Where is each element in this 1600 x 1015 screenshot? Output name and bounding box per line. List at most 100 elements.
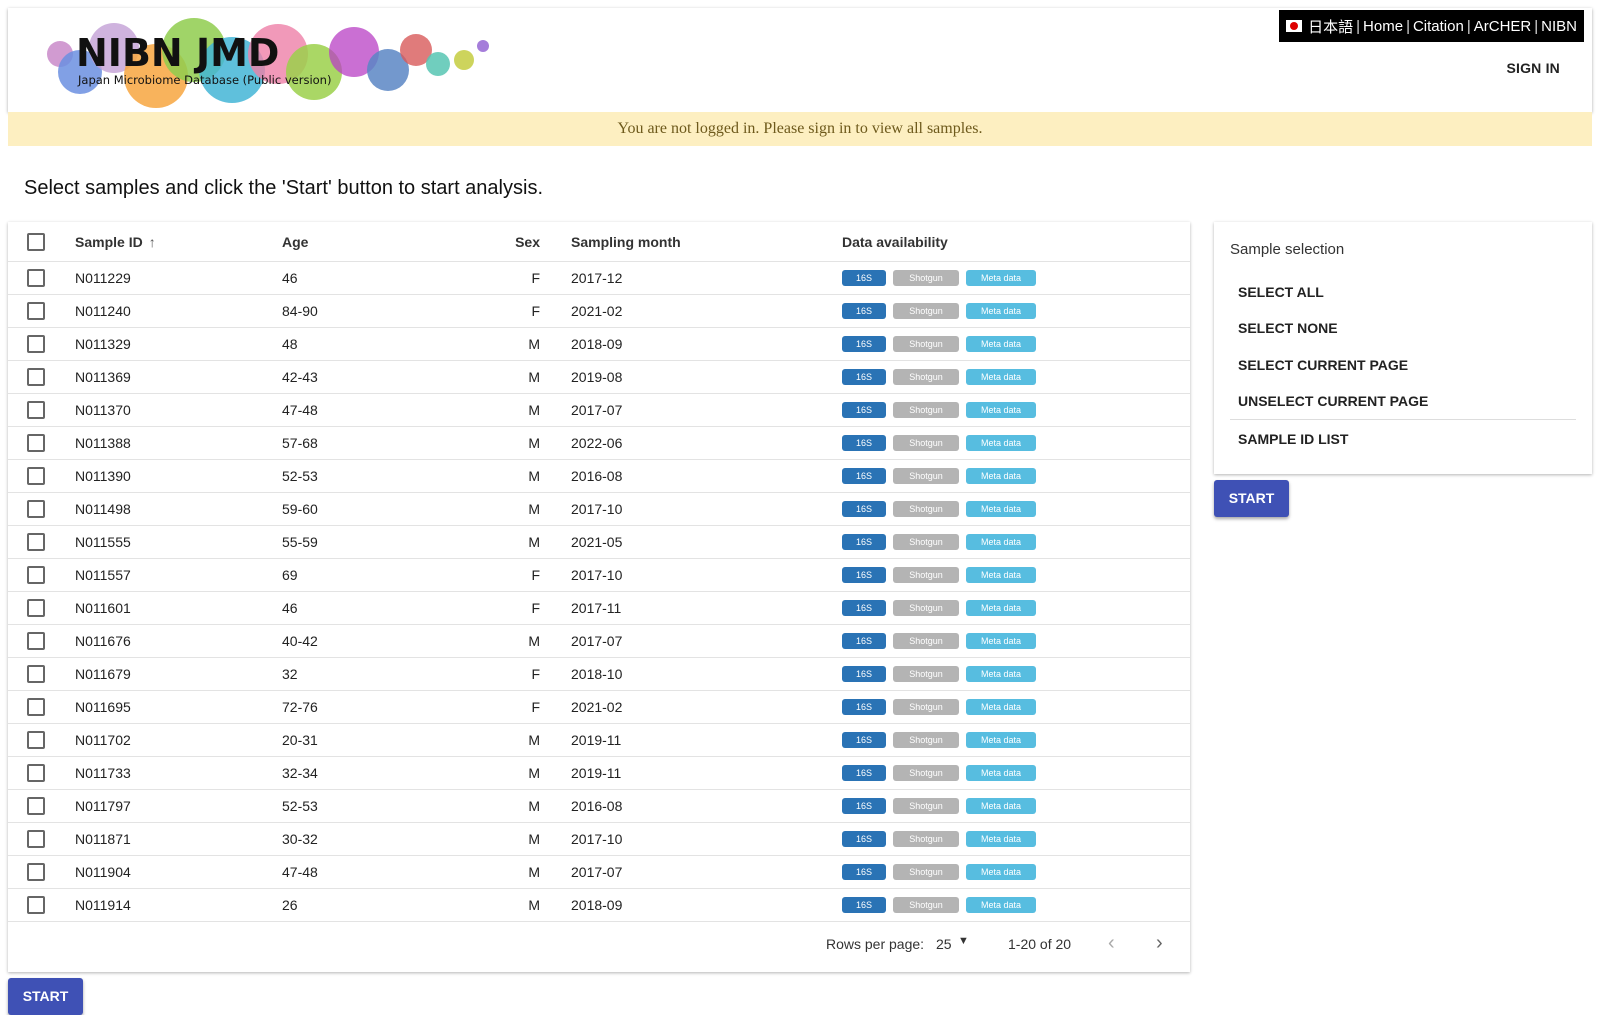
badge-16s: 16S [842,731,886,748]
row-checkbox[interactable] [27,301,45,320]
table-row[interactable]: N011329 48 M 2018-09 16S Shotgun Meta data [8,327,1190,361]
unselect-current-page-button[interactable]: UNSELECT CURRENT PAGE [1238,393,1429,409]
row-checkbox[interactable] [27,400,45,419]
table-row[interactable]: N011695 72-76 F 2021-02 16S Shotgun Meta data [8,690,1190,724]
age-cell: 46 [282,269,298,286]
sampling-month-cell: 2016-08 [571,467,623,484]
start-button-bottom[interactable]: START [8,978,83,1015]
select-all-checkbox[interactable] [27,232,45,251]
nav-language[interactable]: 日本語 [1308,18,1354,36]
row-checkbox[interactable] [27,895,45,914]
sampling-month-cell: 2017-10 [571,500,623,517]
sampling-month-cell: 2017-07 [571,863,623,880]
sampling-month-cell: 2019-11 [571,764,622,781]
row-checkbox[interactable] [27,598,45,617]
dropdown-caret-icon[interactable]: ▼ [958,935,969,947]
row-checkbox[interactable] [27,268,45,287]
select-none-button[interactable]: SELECT NONE [1238,320,1338,336]
badge-16s: 16S [842,863,886,880]
table-row[interactable]: N011369 42-43 M 2019-08 16S Shotgun Meta data [8,360,1190,394]
column-header-sample-id[interactable]: Sample ID ↑ [75,234,156,250]
table-row[interactable]: N011679 32 F 2018-10 16S Shotgun Meta data [8,657,1190,691]
row-checkbox[interactable] [27,697,45,716]
table-row[interactable]: N011904 47-48 M 2017-07 16S Shotgun Meta data [8,855,1190,889]
badge-meta-data: Meta data [966,764,1036,781]
row-checkbox[interactable] [27,499,45,518]
age-cell: 59-60 [282,500,318,517]
badge-shotgun: Shotgun [893,500,959,517]
badge-16s: 16S [842,368,886,385]
badge-meta-data: Meta data [966,830,1036,847]
table-row[interactable]: N011498 59-60 M 2017-10 16S Shotgun Meta data [8,492,1190,526]
table-row[interactable]: N011229 46 F 2017-12 16S Shotgun Meta data [8,261,1190,295]
nav-home[interactable]: Home [1363,17,1404,35]
pagination-range: 1-20 of 20 [1008,936,1072,952]
data-availability-cell: 16S Shotgun Meta data [842,434,1036,451]
select-current-page-button[interactable]: SELECT CURRENT PAGE [1238,357,1409,373]
sex-cell: M [528,632,540,649]
badge-16s: 16S [842,698,886,715]
table-row[interactable]: N011676 40-42 M 2017-07 16S Shotgun Meta data [8,624,1190,658]
badge-shotgun: Shotgun [893,797,959,814]
table-row[interactable]: N011370 47-48 M 2017-07 16S Shotgun Meta data [8,393,1190,427]
sex-cell: M [528,335,540,352]
nav-nibn[interactable]: NIBN [1541,17,1577,35]
sample-id-cell: N011369 [75,368,131,385]
row-checkbox[interactable] [27,532,45,551]
select-all-button[interactable]: SELECT ALL [1238,284,1324,300]
table-row[interactable]: N011388 57-68 M 2022-06 16S Shotgun Meta data [8,426,1190,460]
row-checkbox[interactable] [27,763,45,782]
nibn-jmd-logo[interactable]: NIBN JMD Japan Microbiome Database (Publ… [36,12,506,108]
row-checkbox[interactable] [27,466,45,485]
badge-shotgun: Shotgun [893,467,959,484]
data-availability-cell: 16S Shotgun Meta data [842,500,1036,517]
row-checkbox[interactable] [27,862,45,881]
table-row[interactable]: N011797 52-53 M 2016-08 16S Shotgun Meta data [8,789,1190,823]
row-checkbox[interactable] [27,631,45,650]
data-availability-cell: 16S Shotgun Meta data [842,533,1036,550]
sign-in-button[interactable]: SIGN IN [1506,60,1560,76]
table-row[interactable]: N011914 26 M 2018-09 16S Shotgun Meta data [8,888,1190,922]
nav-archer[interactable]: ArCHER [1473,17,1532,35]
previous-page-icon[interactable]: ‹ [1108,932,1115,954]
sample-id-cell: N011601 [75,599,131,616]
age-cell: 47-48 [282,401,318,418]
row-checkbox[interactable] [27,334,45,353]
badge-16s: 16S [842,797,886,814]
logo-subtitle: Japan Microbiome Database (Public versio… [77,73,331,87]
row-checkbox[interactable] [27,796,45,815]
badge-meta-data: Meta data [966,698,1036,715]
row-checkbox[interactable] [27,367,45,386]
sampling-month-cell: 2017-11 [571,599,622,616]
column-header-sex[interactable]: Sex [515,233,540,250]
sample-id-list-button[interactable]: SAMPLE ID LIST [1238,431,1349,447]
row-checkbox[interactable] [27,433,45,452]
table-row[interactable]: N011871 30-32 M 2017-10 16S Shotgun Meta data [8,822,1190,856]
sex-cell: F [531,698,540,715]
table-row[interactable]: N011601 46 F 2017-11 16S Shotgun Meta data [8,591,1190,625]
badge-meta-data: Meta data [966,302,1036,319]
age-cell: 46 [282,599,298,616]
table-row[interactable]: N011733 32-34 M 2019-11 16S Shotgun Meta data [8,756,1190,790]
table-row[interactable]: N011390 52-53 M 2016-08 16S Shotgun Meta data [8,459,1190,493]
table-row[interactable]: N011557 69 F 2017-10 16S Shotgun Meta data [8,558,1190,592]
row-checkbox[interactable] [27,664,45,683]
column-header-sampling-month[interactable]: Sampling month [571,233,681,250]
rows-per-page-select[interactable]: 25 [936,936,952,952]
table-row[interactable]: N011702 20-31 M 2019-11 16S Shotgun Meta data [8,723,1190,757]
table-row[interactable]: N011555 55-59 M 2021-05 16S Shotgun Meta data [8,525,1190,559]
sex-cell: M [528,500,540,517]
badge-meta-data: Meta data [966,599,1036,616]
row-checkbox[interactable] [27,565,45,584]
next-page-icon[interactable]: › [1156,932,1163,954]
row-checkbox[interactable] [27,730,45,749]
nav-citation[interactable]: Citation [1412,17,1464,35]
age-cell: 48 [282,335,298,352]
column-header-age[interactable]: Age [282,233,309,250]
sample-id-cell: N011388 [75,434,131,451]
start-button[interactable]: START [1214,480,1289,517]
table-row[interactable]: N011240 84-90 F 2021-02 16S Shotgun Meta data [8,294,1190,328]
row-checkbox[interactable] [27,829,45,848]
sort-ascending-icon[interactable]: ↑ [148,233,156,250]
badge-shotgun: Shotgun [893,665,959,682]
